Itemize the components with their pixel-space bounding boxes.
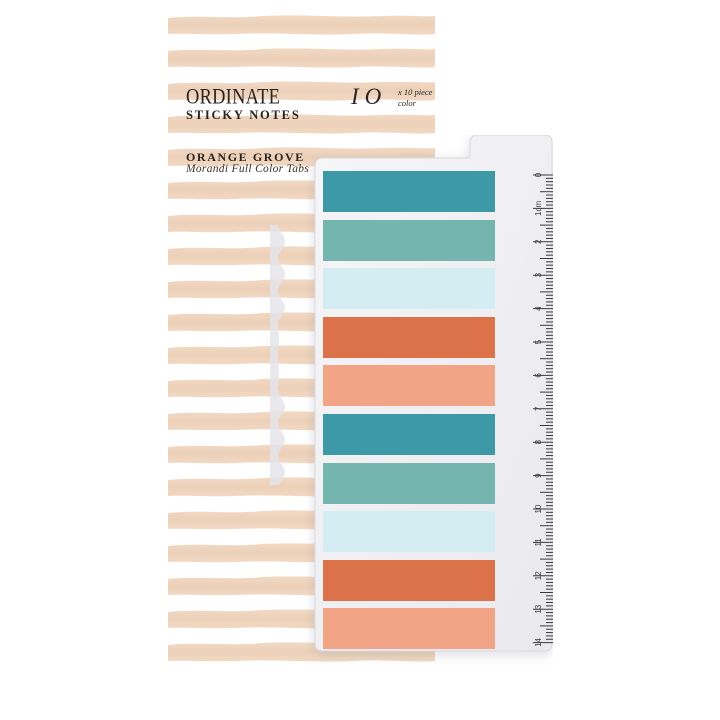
svg-text:2: 2 [534,239,543,244]
svg-text:11: 11 [534,538,543,547]
svg-text:5: 5 [534,339,543,344]
svg-text:10: 10 [534,504,543,513]
svg-text:8: 8 [534,439,543,444]
svg-text:14: 14 [534,638,543,646]
svg-text:13: 13 [534,604,543,613]
svg-text:12: 12 [534,571,543,580]
svg-text:0: 0 [534,172,543,177]
svg-text:3: 3 [534,272,543,277]
svg-text:4: 4 [534,306,543,311]
svg-text:6: 6 [534,373,543,378]
svg-text:7: 7 [534,406,543,411]
svg-text:9: 9 [534,473,543,478]
svg-text:1cm: 1cm [534,201,543,216]
